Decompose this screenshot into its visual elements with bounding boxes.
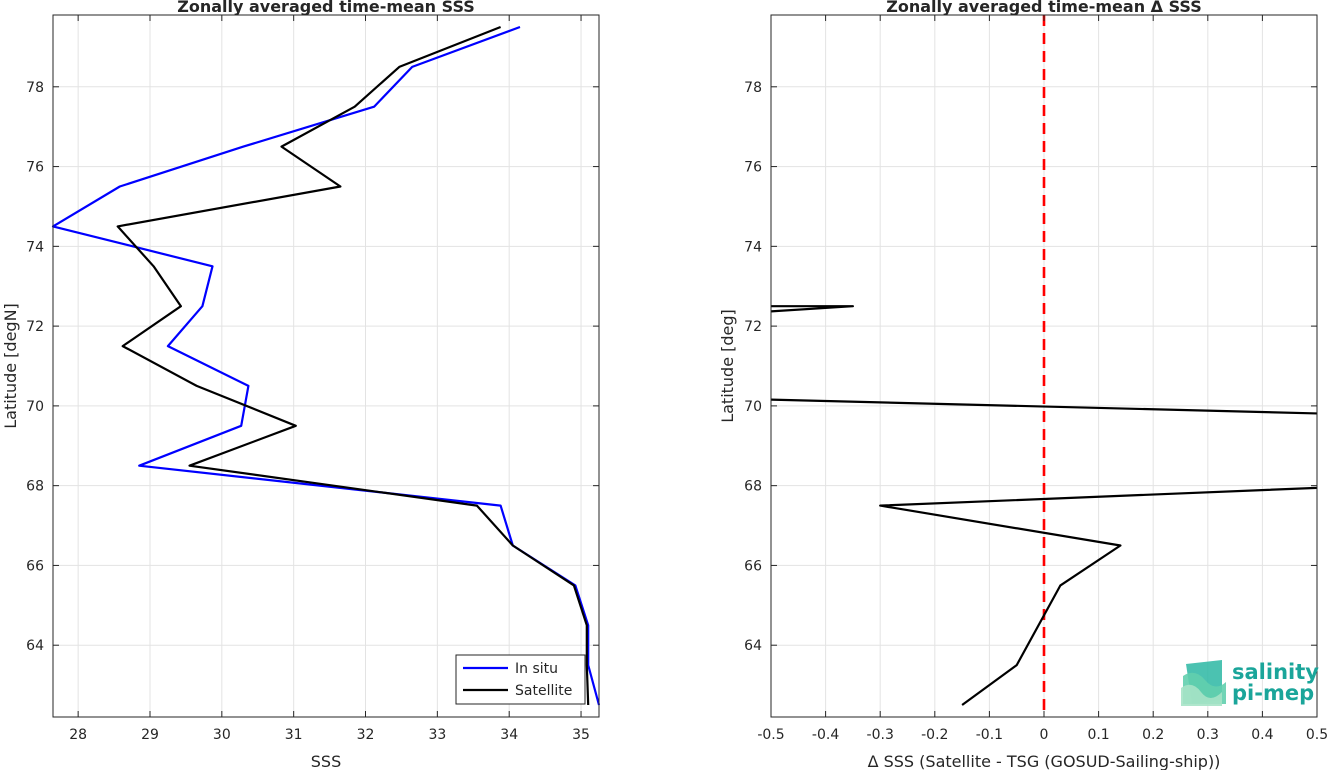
x-tick-label: 0.4	[1251, 727, 1273, 743]
y-tick-label: 72	[744, 319, 762, 335]
sss-chart-title: Zonally averaged time-mean SSS	[177, 0, 475, 16]
x-tick-label: -0.5	[757, 727, 784, 743]
delta-sss-series-line	[771, 305, 855, 313]
y-tick-label: 74	[744, 239, 762, 255]
delta-sss-series-line	[879, 486, 1317, 706]
salinity-pi-mep-logo: salinity pi-mep	[1181, 660, 1319, 706]
x-tick-label: -0.1	[976, 727, 1003, 743]
delta-sss-series-line	[771, 398, 1317, 415]
y-tick-label: 64	[26, 638, 44, 654]
x-tick-label: 33	[428, 727, 446, 743]
y-tick-label: 64	[744, 638, 762, 654]
sss-axes-frame	[52, 14, 600, 718]
x-tick-label: -0.2	[921, 727, 948, 743]
logo-text-salinity: salinity	[1232, 660, 1319, 684]
y-tick-label: 72	[26, 319, 44, 335]
sss-axes-background	[53, 15, 599, 717]
x-tick-label: -0.4	[812, 727, 839, 743]
x-tick-label: 32	[357, 727, 375, 743]
y-tick-label: 66	[744, 558, 762, 574]
sss-ticks: 28 29 30 31 32 33 34 35 64 66 68 70 72 74 76 78	[26, 15, 599, 743]
x-tick-label: 0.1	[1087, 727, 1109, 743]
sss-x-axis-label: SSS	[311, 752, 341, 770]
y-tick-label: 76	[744, 160, 762, 176]
wave-logo-icon	[1181, 660, 1226, 706]
delta-chart-title: Zonally averaged time-mean Δ SSS	[886, 0, 1202, 16]
y-tick-label: 66	[26, 558, 44, 574]
y-tick-label: 68	[26, 479, 44, 495]
x-tick-label: 30	[213, 727, 231, 743]
legend-satellite-label: Satellite	[515, 683, 572, 699]
x-tick-label: 0.2	[1142, 727, 1164, 743]
x-tick-label: 29	[141, 727, 159, 743]
y-tick-label: 74	[26, 239, 44, 255]
sss-y-axis-label: Latitude [degN]	[1, 303, 20, 429]
x-tick-label: 0	[1040, 727, 1049, 743]
y-tick-label: 78	[744, 80, 762, 96]
sss-legend: In situ Satellite	[455, 654, 586, 705]
y-tick-label: 78	[26, 80, 44, 96]
delta-x-axis-label: Δ SSS (Satellite - TSG (GOSUD-Sailing-sh…	[868, 752, 1221, 770]
legend-in-situ-label: In situ	[515, 661, 558, 677]
in-situ-series-line	[51, 25, 601, 706]
x-tick-label: 34	[500, 727, 518, 743]
logo-text-pi-mep: pi-mep	[1232, 681, 1314, 705]
x-tick-label: 0.5	[1306, 727, 1328, 743]
y-tick-label: 70	[26, 399, 44, 415]
x-tick-label: 0.3	[1197, 727, 1219, 743]
delta-ticks: -0.5 -0.4 -0.3 -0.2 -0.1 0 0.1 0.2 0.3 0.4 0.5 64 66…	[744, 15, 1328, 743]
delta-sss-panel: -0.5 -0.4 -0.3 -0.2 -0.1 0 0.1 0.2 0.3 0.4 0.5 64 66…	[718, 0, 1328, 770]
x-tick-label: -0.3	[867, 727, 894, 743]
sss-plot-area	[51, 25, 601, 706]
satellite-series-line	[116, 25, 590, 706]
delta-y-axis-label: Latitude [deg]	[718, 309, 737, 423]
delta-plot-area	[771, 15, 1317, 717]
y-tick-label: 76	[26, 160, 44, 176]
x-tick-label: 35	[572, 727, 590, 743]
sss-panel: 28 29 30 31 32 33 34 35 64 66 68 70 72 74 76 78 Zonally…	[1, 0, 601, 770]
legend-box	[455, 654, 586, 705]
y-tick-label: 68	[744, 479, 762, 495]
x-tick-label: 28	[69, 727, 87, 743]
y-tick-label: 70	[744, 399, 762, 415]
x-tick-label: 31	[285, 727, 303, 743]
